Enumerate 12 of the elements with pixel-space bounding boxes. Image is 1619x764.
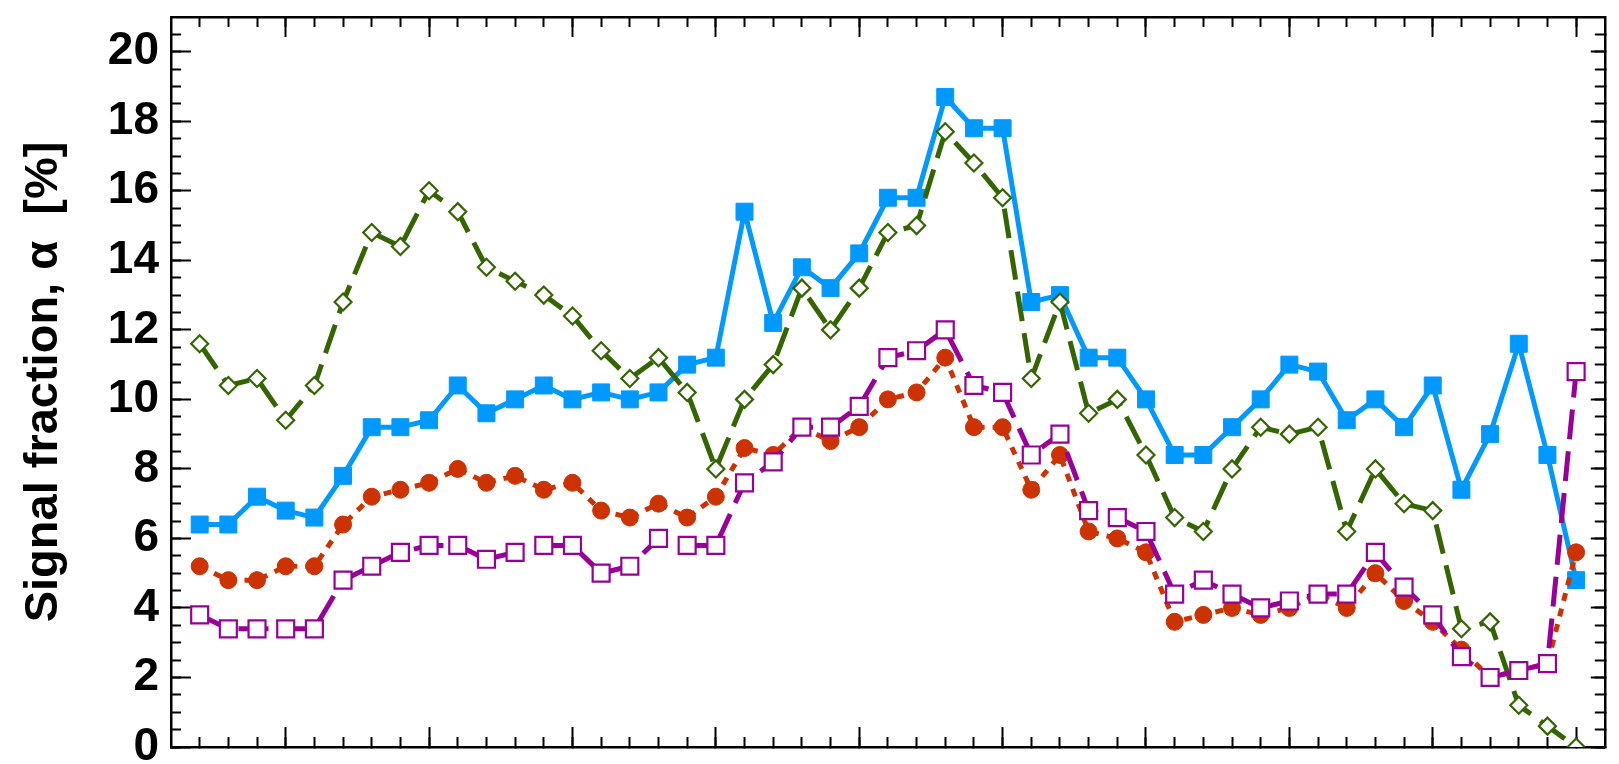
y-tick-label: 20 xyxy=(107,22,159,75)
y-tick-label: 16 xyxy=(107,161,159,214)
y-tick-label: 6 xyxy=(133,509,159,562)
y-tick-label: 4 xyxy=(133,578,160,631)
y-tick-label: 18 xyxy=(107,91,159,144)
y-tick-label: 10 xyxy=(107,370,159,423)
y-tick-label: 14 xyxy=(107,231,160,284)
y-tick-label: 0 xyxy=(133,717,159,764)
y-tick-label: 12 xyxy=(107,300,159,353)
y-tick-label: 8 xyxy=(133,439,159,492)
y-axis-title: Signal fraction, α [%] xyxy=(14,141,68,623)
y-tick-label: 2 xyxy=(133,648,159,701)
